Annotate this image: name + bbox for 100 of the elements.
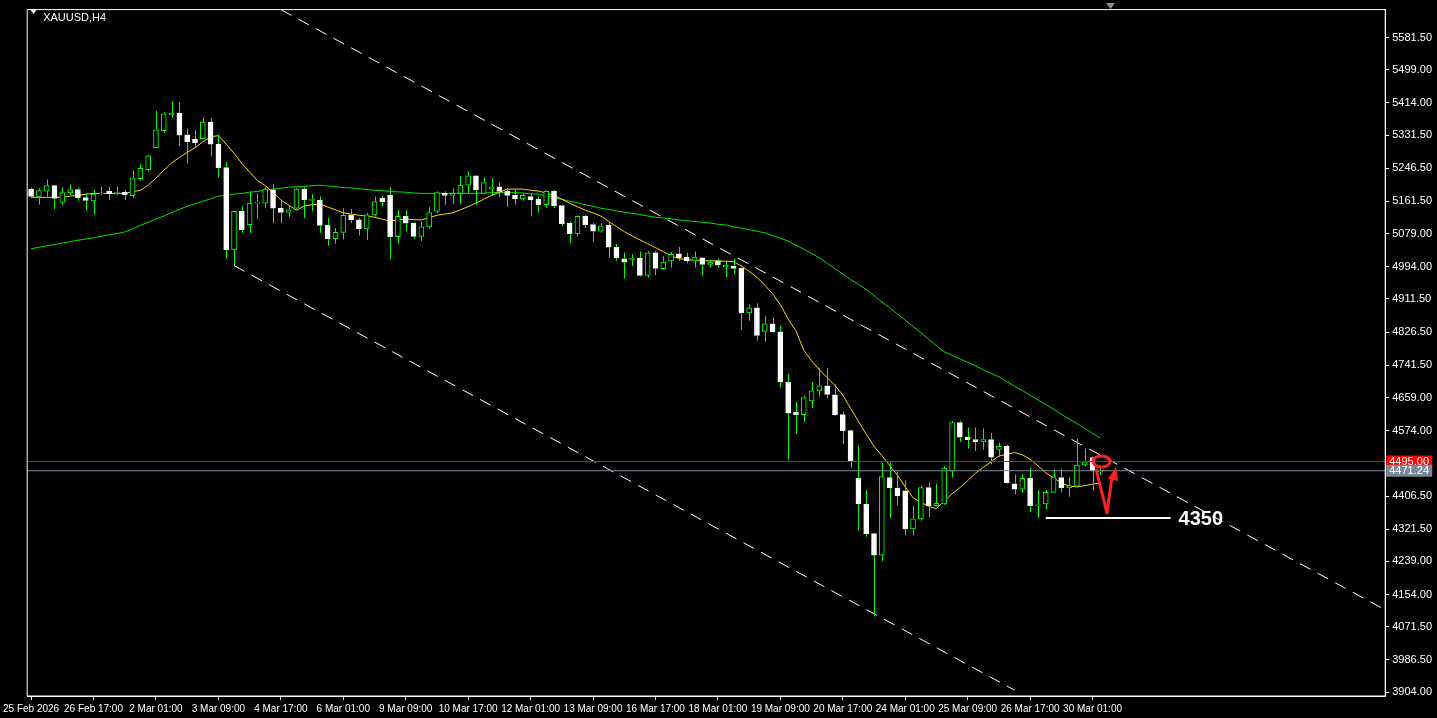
candlestick bbox=[395, 209, 401, 244]
candlestick bbox=[106, 186, 112, 201]
candlestick bbox=[910, 505, 916, 537]
candlestick bbox=[145, 155, 151, 172]
candlestick bbox=[1019, 473, 1026, 494]
candlestick bbox=[285, 205, 292, 218]
candlestick bbox=[1074, 437, 1080, 489]
y-tick-label: 5499.00 bbox=[1392, 62, 1432, 75]
candlestick bbox=[356, 217, 362, 237]
y-tick-label: 4321.50 bbox=[1392, 522, 1432, 535]
candlestick bbox=[254, 192, 261, 220]
candlestick bbox=[270, 183, 276, 224]
x-tick-label: 10 Mar 17:00 bbox=[438, 702, 499, 714]
x-tick-label: 25 Mar 09:00 bbox=[938, 702, 998, 714]
y-tick-label: 5331.50 bbox=[1392, 128, 1432, 141]
candlestick bbox=[1011, 473, 1018, 495]
candlestick bbox=[153, 110, 159, 149]
candlestick bbox=[348, 208, 354, 224]
candlestick bbox=[761, 315, 768, 342]
candlestick bbox=[707, 259, 713, 269]
candlestick bbox=[871, 533, 877, 617]
candlestick bbox=[918, 485, 924, 522]
candlestick bbox=[1035, 489, 1041, 519]
x-tick-label: 25 Feb 2026 bbox=[3, 702, 60, 714]
y-tick-label: 4154.00 bbox=[1392, 587, 1432, 600]
candlestick bbox=[387, 186, 393, 260]
candlestick bbox=[473, 175, 479, 206]
candlestick bbox=[996, 442, 1002, 458]
candlestick bbox=[496, 181, 503, 198]
x-tick-label: 4 Mar 17:00 bbox=[254, 702, 308, 714]
candlestick bbox=[598, 222, 604, 234]
y-tick-label: 5414.00 bbox=[1392, 95, 1432, 108]
candlestick bbox=[746, 303, 752, 322]
candlestick bbox=[278, 199, 284, 224]
candlestick bbox=[199, 116, 206, 140]
x-tick-label: 13 Mar 09:00 bbox=[563, 702, 623, 714]
candlestick bbox=[863, 489, 870, 538]
candlestick bbox=[980, 427, 987, 451]
x-tick-label: 9 Mar 09:00 bbox=[379, 702, 433, 714]
y-tick-label: 4994.00 bbox=[1392, 259, 1432, 272]
candlestick bbox=[160, 111, 167, 134]
candlestick bbox=[59, 186, 66, 206]
candlestick bbox=[754, 302, 760, 342]
candlestick bbox=[949, 420, 955, 478]
candlestick bbox=[324, 217, 331, 247]
x-tick-label: 16 Mar 17:00 bbox=[626, 702, 686, 714]
candlestick bbox=[231, 211, 237, 267]
x-tick-label: 30 Mar 01:00 bbox=[1063, 702, 1123, 714]
x-tick-label: 26 Mar 17:00 bbox=[1000, 702, 1061, 714]
y-tick-label: 4574.00 bbox=[1392, 423, 1432, 436]
candlestick bbox=[434, 192, 440, 214]
candlestick bbox=[644, 250, 651, 279]
y-tick-label: 5246.50 bbox=[1392, 161, 1432, 174]
candlestick bbox=[441, 190, 448, 206]
candlestick bbox=[67, 183, 73, 196]
candlestick bbox=[449, 187, 456, 205]
x-tick-label: 6 Mar 01:00 bbox=[316, 702, 371, 714]
candlestick bbox=[262, 186, 269, 209]
candlestick bbox=[785, 373, 791, 461]
candlestick bbox=[223, 161, 230, 260]
candlestick bbox=[504, 187, 511, 208]
x-tick-label: 19 Mar 09:00 bbox=[750, 702, 811, 714]
candlestick bbox=[480, 176, 487, 194]
y-tick-label: 4071.50 bbox=[1392, 619, 1432, 632]
y-tick-label: 4239.00 bbox=[1392, 554, 1432, 567]
candlestick bbox=[824, 367, 831, 399]
candlestick bbox=[82, 192, 89, 212]
x-tick-label: 2 Mar 01:00 bbox=[129, 702, 184, 714]
chart-title: XAUUSD,H4 bbox=[43, 10, 107, 23]
x-tick-label: 3 Mar 09:00 bbox=[191, 702, 246, 714]
y-tick-label: 5079.00 bbox=[1392, 226, 1432, 239]
candlestick bbox=[964, 427, 971, 450]
candlestick bbox=[793, 401, 799, 435]
candlestick bbox=[402, 209, 409, 232]
candlestick bbox=[941, 465, 948, 505]
candlestick bbox=[317, 196, 323, 234]
candlestick bbox=[512, 189, 518, 206]
y-tick-label: 4406.50 bbox=[1392, 489, 1432, 502]
series-label: 4350 bbox=[1178, 506, 1224, 529]
candlestick bbox=[340, 207, 347, 240]
y-tick-label: 4826.50 bbox=[1392, 325, 1432, 338]
x-tick-label: 26 Feb 17:00 bbox=[64, 702, 124, 714]
y-tick-label: 4741.50 bbox=[1392, 358, 1432, 371]
y-tick-label: 3986.50 bbox=[1392, 652, 1432, 665]
candlestick bbox=[465, 171, 471, 194]
candlestick bbox=[902, 479, 909, 537]
y-tick-label: 3904.00 bbox=[1392, 685, 1432, 698]
candlestick bbox=[1042, 489, 1049, 510]
candlestick bbox=[957, 420, 963, 443]
x-tick-label: 18 Mar 01:00 bbox=[688, 702, 748, 714]
candlestick bbox=[629, 253, 635, 267]
y-tick-label: 4911.50 bbox=[1392, 291, 1432, 304]
candlestick bbox=[301, 187, 308, 219]
candlestick bbox=[363, 212, 370, 241]
y-tick-label: 5581.50 bbox=[1392, 30, 1432, 43]
candlestick bbox=[988, 432, 994, 465]
candlestick bbox=[426, 206, 432, 230]
x-tick-label: 20 Mar 17:00 bbox=[813, 702, 873, 714]
candlestick bbox=[192, 129, 198, 148]
candlestick bbox=[590, 222, 596, 243]
